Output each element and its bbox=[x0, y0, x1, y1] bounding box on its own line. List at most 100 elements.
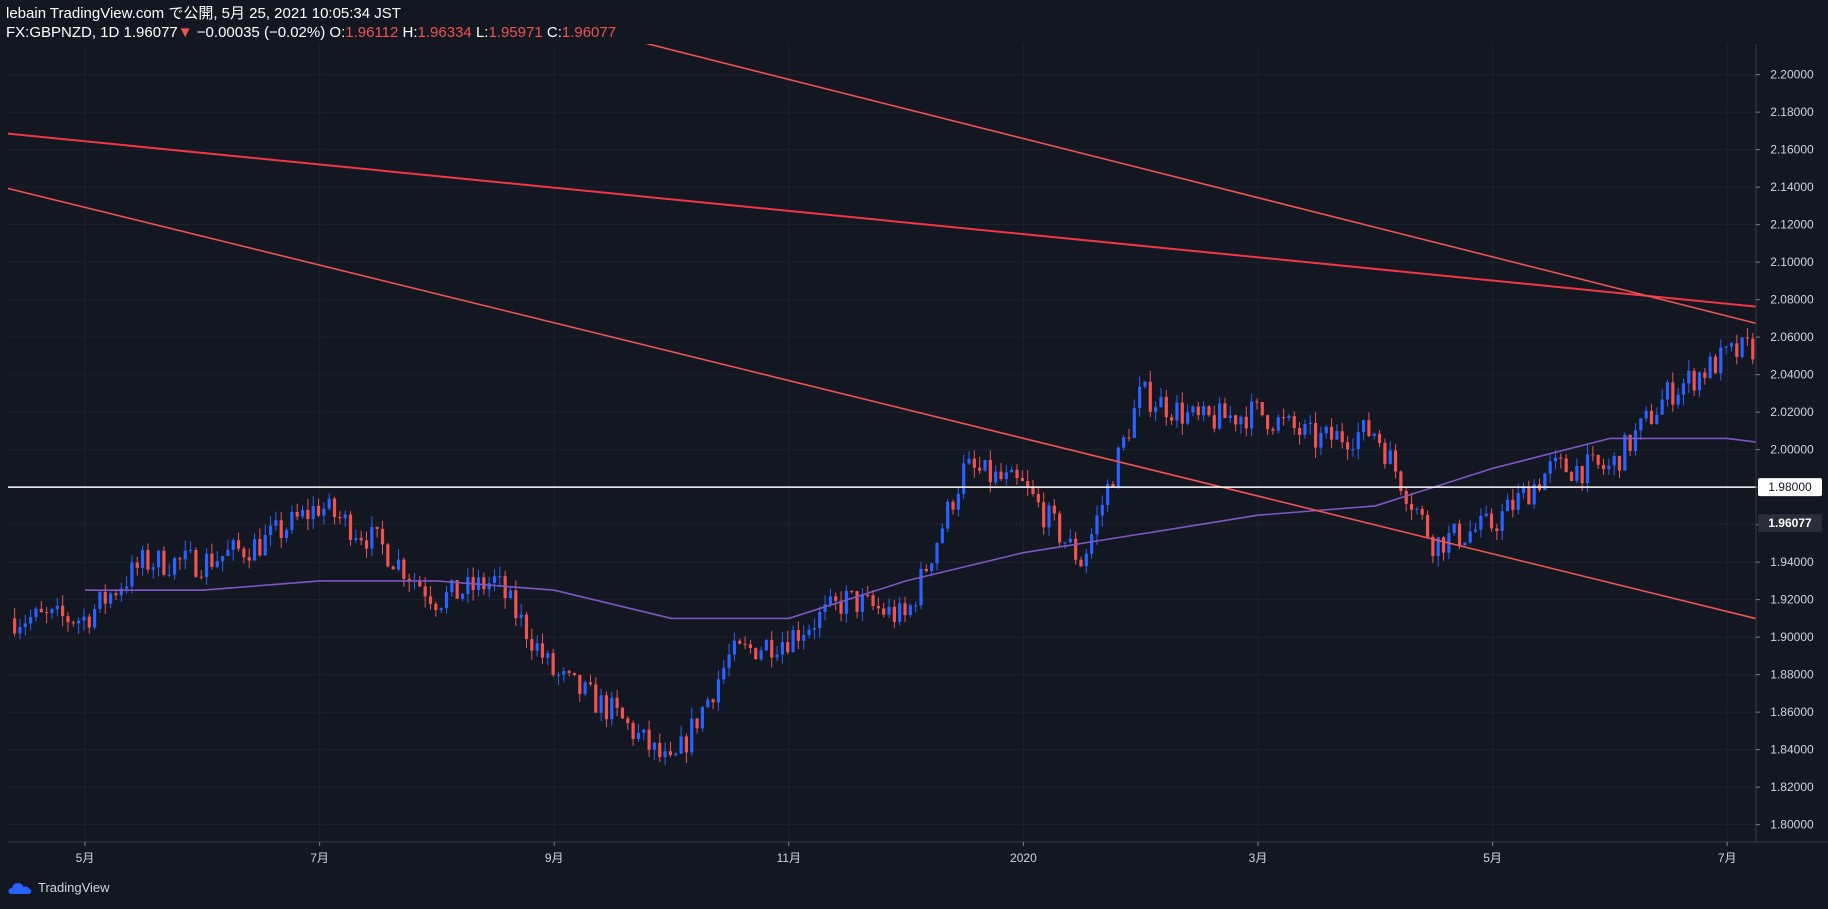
candle-body bbox=[1708, 356, 1712, 378]
candle-body bbox=[1383, 442, 1387, 464]
candle-body bbox=[1617, 456, 1622, 471]
candle-body bbox=[466, 577, 470, 595]
candle bbox=[146, 543, 150, 574]
candle bbox=[1452, 523, 1456, 536]
candle bbox=[1042, 492, 1046, 535]
candle-body bbox=[172, 558, 177, 575]
candle-body bbox=[455, 580, 459, 599]
y-tick-label: 2.10000 bbox=[1770, 255, 1814, 269]
candle-body bbox=[1505, 499, 1510, 512]
candle bbox=[231, 538, 235, 561]
time-axis[interactable]: 5月7月9月11月20203月5月7月9月11月20213月5月7月9月 bbox=[76, 842, 1828, 865]
trendline-channel-lower[interactable] bbox=[0, 172, 1828, 840]
candle-body bbox=[668, 751, 673, 756]
candle-body bbox=[1068, 538, 1072, 543]
candle-body bbox=[482, 577, 486, 590]
candle-body bbox=[215, 561, 219, 567]
candle bbox=[786, 630, 790, 655]
candle bbox=[295, 503, 299, 521]
open-value: 1.96112 bbox=[345, 24, 399, 41]
candle-body bbox=[791, 630, 795, 653]
candle-body bbox=[1697, 372, 1702, 391]
candle bbox=[1757, 331, 1760, 362]
candle bbox=[1175, 395, 1179, 428]
ohlc-legend: FX:GBPNZD, 1D 1.96077▼ −0.00035 (−0.02%)… bbox=[6, 23, 616, 42]
candle-body bbox=[1596, 455, 1600, 465]
candle bbox=[1170, 413, 1174, 426]
candle-body bbox=[1036, 494, 1040, 503]
candle bbox=[1489, 508, 1494, 532]
candle bbox=[1202, 401, 1206, 422]
candle bbox=[311, 496, 315, 530]
candle-body bbox=[1106, 484, 1110, 505]
candle-body bbox=[1559, 457, 1563, 459]
candle bbox=[460, 593, 465, 602]
candle bbox=[156, 549, 161, 577]
candle bbox=[1031, 480, 1035, 497]
candle-body bbox=[226, 549, 230, 556]
candle bbox=[1218, 397, 1222, 431]
candle-body bbox=[535, 643, 539, 651]
candle-body bbox=[1521, 486, 1526, 493]
candle-body bbox=[18, 627, 22, 634]
candle-body bbox=[556, 674, 561, 676]
candle-body bbox=[524, 614, 529, 640]
candle bbox=[1244, 406, 1248, 437]
candle bbox=[988, 450, 992, 493]
candle-body bbox=[300, 510, 305, 517]
down-arrow-icon: ▼ bbox=[177, 24, 193, 41]
candle bbox=[1367, 412, 1371, 438]
candle-body bbox=[375, 526, 379, 529]
candle bbox=[818, 606, 822, 638]
candle-body bbox=[1441, 537, 1446, 553]
symbol-label: FX:GBPNZD, 1D bbox=[6, 24, 120, 41]
candle-body bbox=[583, 682, 587, 695]
trendline-upper-resistance[interactable] bbox=[0, 127, 1828, 487]
candle bbox=[386, 542, 390, 568]
last-price: 1.96077 bbox=[123, 24, 178, 41]
candle bbox=[439, 607, 443, 614]
candle bbox=[226, 539, 230, 557]
trendlines[interactable] bbox=[0, 20, 1828, 839]
grid bbox=[8, 44, 1756, 842]
tradingview-logo[interactable]: TradingView bbox=[8, 880, 110, 895]
candle-body bbox=[839, 600, 843, 614]
candle bbox=[1585, 444, 1590, 493]
candle-body bbox=[1239, 416, 1243, 425]
candle bbox=[210, 543, 214, 570]
plot-area[interactable] bbox=[8, 44, 1756, 842]
candle-body bbox=[460, 594, 465, 599]
candle-body bbox=[508, 590, 513, 599]
candle bbox=[1186, 404, 1190, 426]
candle-body bbox=[124, 586, 129, 589]
candle bbox=[903, 596, 907, 623]
candle bbox=[396, 549, 401, 572]
y-tick-label: 2.06000 bbox=[1770, 330, 1814, 344]
trendline-channel-upper[interactable] bbox=[554, 20, 1828, 783]
candle bbox=[1164, 389, 1168, 426]
candle-body bbox=[636, 732, 641, 740]
candle-body bbox=[1724, 346, 1728, 348]
candle-body bbox=[1223, 403, 1227, 419]
candle-body bbox=[1143, 381, 1147, 387]
candle-body bbox=[1351, 449, 1355, 451]
candle bbox=[1116, 446, 1120, 490]
candle-body bbox=[183, 550, 187, 560]
candle-body bbox=[1010, 469, 1014, 473]
candle-body bbox=[946, 501, 950, 529]
candle-body bbox=[1372, 433, 1376, 437]
price-axis[interactable]: 2.20000 2.18000 2.16000 2.14000 2.12000 2.100… bbox=[1756, 68, 1814, 832]
candle bbox=[45, 606, 49, 624]
candle bbox=[1639, 417, 1643, 440]
candle-body bbox=[812, 628, 816, 630]
candle bbox=[162, 546, 166, 577]
candle bbox=[898, 596, 902, 626]
candle-body bbox=[343, 514, 347, 519]
candle bbox=[242, 546, 246, 564]
candle bbox=[802, 625, 806, 650]
candle bbox=[66, 612, 70, 632]
publish-info: lebain TradingView.com で公開, 5月 25, 2021 … bbox=[6, 5, 401, 22]
candle-body bbox=[914, 605, 918, 607]
candle-body bbox=[887, 606, 891, 615]
